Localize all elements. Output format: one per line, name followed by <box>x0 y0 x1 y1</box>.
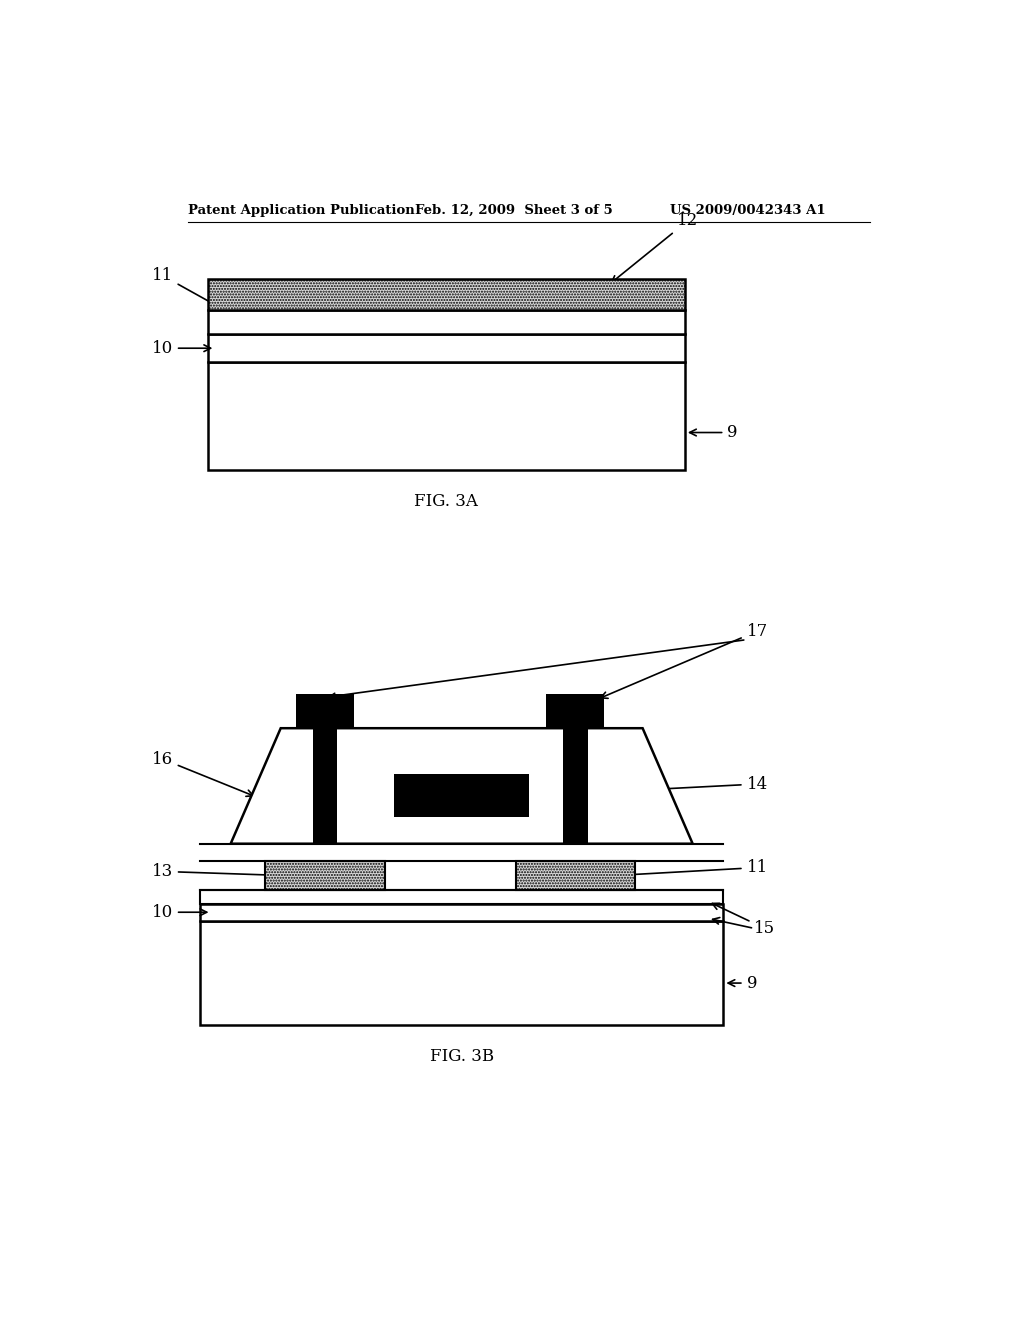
Bar <box>394 775 529 817</box>
Text: 10: 10 <box>152 904 207 921</box>
Text: FIG. 3A: FIG. 3A <box>415 494 478 511</box>
Text: Patent Application Publication: Patent Application Publication <box>188 205 415 218</box>
Bar <box>208 334 685 363</box>
Text: 9: 9 <box>728 974 757 991</box>
Bar <box>200 904 724 921</box>
Text: US 2009/0042343 A1: US 2009/0042343 A1 <box>670 205 825 218</box>
Bar <box>200 890 724 904</box>
Text: FIG. 3B: FIG. 3B <box>430 1048 494 1065</box>
Bar <box>208 280 685 310</box>
Text: 11: 11 <box>152 267 242 319</box>
Text: 12: 12 <box>611 213 698 282</box>
Text: 17: 17 <box>601 623 768 698</box>
Bar <box>200 921 724 1024</box>
Bar <box>296 693 354 729</box>
Bar <box>547 693 604 729</box>
Bar <box>563 729 588 843</box>
Bar <box>208 363 685 470</box>
Bar <box>265 861 385 890</box>
Bar <box>312 729 337 843</box>
Text: 10: 10 <box>152 339 211 356</box>
Bar <box>208 310 685 334</box>
Text: 14: 14 <box>538 776 768 799</box>
Text: 13: 13 <box>152 863 272 880</box>
Text: 11: 11 <box>625 859 768 878</box>
Text: 9: 9 <box>689 424 738 441</box>
Text: 16: 16 <box>152 751 253 796</box>
Bar <box>515 861 635 890</box>
Text: 15: 15 <box>713 903 775 937</box>
Text: Feb. 12, 2009  Sheet 3 of 5: Feb. 12, 2009 Sheet 3 of 5 <box>416 205 613 218</box>
Polygon shape <box>230 729 692 843</box>
